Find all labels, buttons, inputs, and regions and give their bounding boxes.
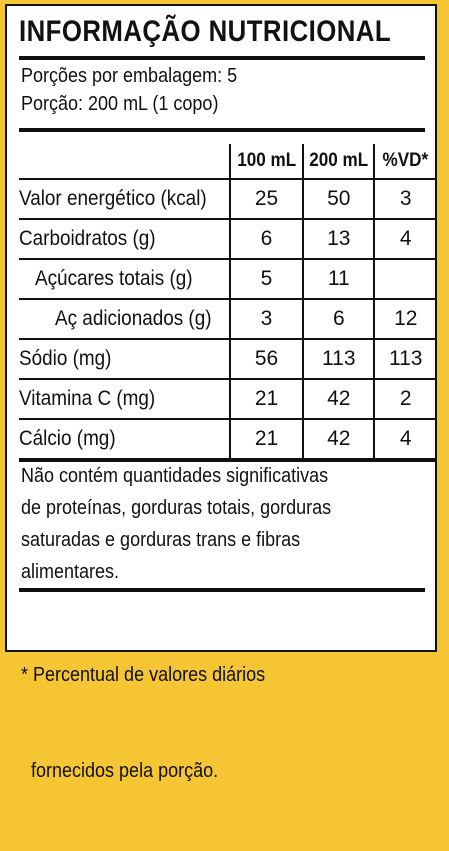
row-per-100ml: 56 bbox=[228, 338, 304, 379]
row-daily-value: 4 bbox=[373, 418, 436, 462]
row-label: Aç adicionados (g) bbox=[19, 298, 230, 339]
nutrition-facts-panel: INFORMAÇÃO NUTRICIONAL Porções por embal… bbox=[5, 4, 437, 782]
header-daily-value: %VD* bbox=[373, 144, 436, 179]
row-per-200ml: 42 bbox=[302, 418, 375, 462]
row-daily-value: 2 bbox=[373, 378, 436, 419]
serving-size: Porção: 200 mL (1 copo) bbox=[21, 93, 219, 115]
row-per-200ml: 13 bbox=[302, 218, 375, 259]
row-per-200ml: 113 bbox=[302, 338, 375, 379]
row-per-100ml: 5 bbox=[228, 258, 304, 299]
row-daily-value: 12 bbox=[373, 298, 436, 339]
table-row: Valor energético (kcal) 25 50 3 bbox=[19, 178, 436, 219]
nutrient-statement: Não contém quantidades significativas de… bbox=[21, 460, 331, 588]
row-label: Valor energético (kcal) bbox=[19, 178, 230, 219]
statement-line: de proteínas, gorduras totais, gorduras bbox=[21, 497, 332, 519]
header-label bbox=[19, 144, 230, 179]
statement-line: alimentares. bbox=[21, 561, 120, 583]
panel-title: INFORMAÇÃO NUTRICIONAL bbox=[19, 15, 392, 48]
title-divider bbox=[19, 56, 425, 60]
row-label: Açúcares totais (g) bbox=[19, 258, 230, 299]
footnote-divider bbox=[19, 588, 425, 592]
row-per-100ml: 21 bbox=[228, 418, 304, 462]
servings-per-package: Porções por embalagem: 5 bbox=[21, 65, 238, 87]
row-per-100ml: 3 bbox=[228, 298, 304, 339]
row-per-100ml: 25 bbox=[228, 178, 304, 219]
row-daily-value: 3 bbox=[373, 178, 436, 219]
row-per-200ml: 42 bbox=[302, 378, 375, 419]
row-label: Sódio (mg) bbox=[19, 338, 230, 379]
table-header-row: 100 mL 200 mL %VD* bbox=[19, 144, 436, 179]
table-row: Aç adicionados (g) 3 6 12 bbox=[19, 298, 436, 339]
row-label: Carboidratos (g) bbox=[19, 218, 230, 259]
nutrition-table: 100 mL 200 mL %VD* Valor energético (kca… bbox=[19, 144, 436, 462]
row-label: Vitamina C (mg) bbox=[19, 378, 230, 419]
row-per-100ml: 21 bbox=[228, 378, 304, 419]
statement-line: saturadas e gorduras trans e fibras bbox=[21, 529, 301, 551]
footnote-line: fornecidos pela porção. bbox=[21, 760, 219, 782]
table-row: Carboidratos (g) 6 13 4 bbox=[19, 218, 436, 259]
row-per-200ml: 11 bbox=[302, 258, 375, 299]
row-daily-value: 4 bbox=[373, 218, 436, 259]
header-per-200ml: 200 mL bbox=[302, 144, 375, 179]
row-per-200ml: 6 bbox=[302, 298, 375, 339]
row-per-200ml: 50 bbox=[302, 178, 375, 219]
table-row: Cálcio (mg) 21 42 4 bbox=[19, 418, 436, 462]
table-row: Açúcares totais (g) 5 11 bbox=[19, 258, 436, 299]
statement-line: Não contém quantidades significativas bbox=[21, 465, 329, 487]
table-row: Sódio (mg) 56 113 113 bbox=[19, 338, 436, 379]
table-row: Vitamina C (mg) 21 42 2 bbox=[19, 378, 436, 419]
row-daily-value bbox=[373, 258, 436, 299]
header-per-100ml: 100 mL bbox=[228, 144, 304, 179]
serving-divider bbox=[19, 128, 425, 132]
footnote: * Percentual de valores diários fornecid… bbox=[21, 595, 265, 851]
row-label: Cálcio (mg) bbox=[19, 418, 230, 462]
row-daily-value: 113 bbox=[373, 338, 436, 379]
row-per-100ml: 6 bbox=[228, 218, 304, 259]
